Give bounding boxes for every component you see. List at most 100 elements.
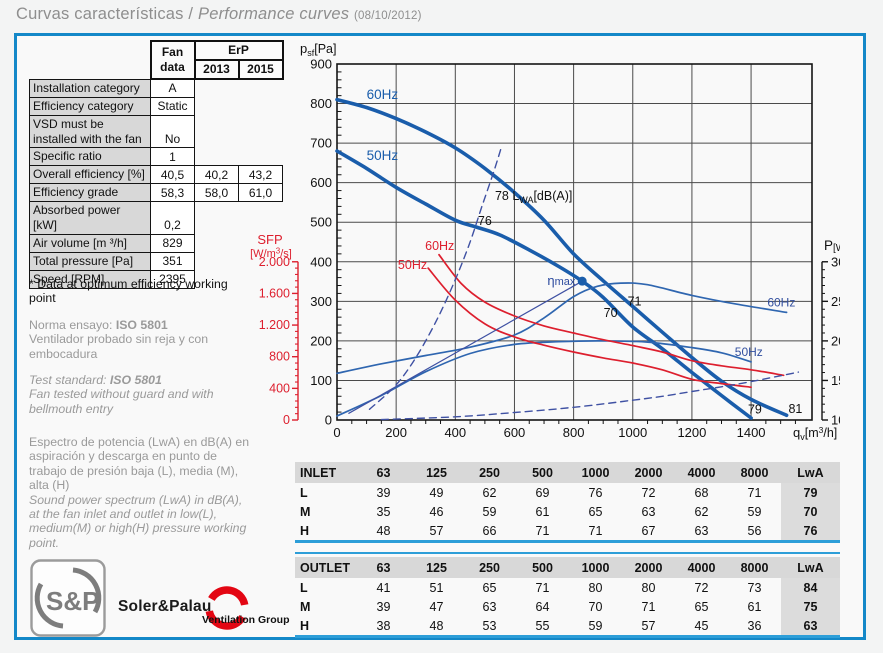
fan-row-value: 351 [150, 251, 195, 271]
fan-data-table: Fan data ErP 2013 2015 Installation cate… [29, 40, 284, 289]
inlet-spectrum-table: INLET 63 125 250 500 1000 2000 4000 8000 LwA L 39 49… [295, 462, 840, 543]
label-lwa-81: 81 [788, 402, 802, 416]
svg-text:800: 800 [563, 425, 585, 440]
fan-row-value: 40,5 [150, 165, 195, 185]
spectrum-value: 73 [747, 580, 762, 595]
fan-row-label: Overall efficiency [%] [29, 165, 151, 185]
row-label: M [300, 599, 311, 614]
curve-pressure-50hz [335, 149, 753, 420]
outlet-row: L 41 51 65 71 80 80 72 73 84 [295, 578, 840, 597]
spectrum-value: 46 [429, 504, 444, 519]
svg-text:600: 600 [310, 175, 332, 190]
label-lwa-79: 79 [748, 403, 762, 417]
fan-table-row: Efficiency category Static [29, 97, 283, 116]
spectrum-value: 49 [429, 485, 444, 500]
svg-text:150: 150 [831, 373, 840, 388]
spectrum-value: 67 [641, 523, 656, 538]
column-header: LwA [781, 462, 840, 483]
spectrum-value: 66 [482, 523, 497, 538]
outlet-row: M 39 47 63 64 70 71 65 61 75 [295, 597, 840, 616]
label-pressure-60hz: 60Hz [367, 87, 399, 102]
title-english: Performance curves [197, 5, 350, 23]
svg-text:900: 900 [310, 57, 332, 72]
fan-row-label: Absorbed power [kW] [29, 201, 151, 235]
svg-text:700: 700 [310, 136, 332, 151]
column-header: 8000 [728, 557, 781, 578]
label-power-60hz: 60Hz [767, 296, 795, 310]
label-sfp-60hz: 60Hz [425, 239, 454, 253]
note-norma: Norma ensayo: ISO 5801 Ventilador probad… [29, 318, 253, 361]
spacer-cell [195, 98, 239, 116]
curve-system-curve-low [380, 371, 800, 421]
column-header: 1000 [569, 462, 622, 483]
spectrum-value: 69 [535, 485, 550, 500]
erp-2013-header: 2013 [193, 59, 240, 80]
column-header: 63 [357, 557, 410, 578]
curve-power-60hz [336, 282, 788, 375]
swoosh-arc-top [208, 586, 249, 606]
fan-row-value: Static [150, 97, 195, 116]
column-header: 2000 [622, 557, 675, 578]
spacer-cell [30, 41, 151, 60]
x-axis-title: qv[m3/h] [793, 425, 837, 442]
spectrum-value: 48 [376, 523, 391, 538]
spectrum-value: 71 [588, 523, 603, 538]
logo-text: S&P [46, 586, 99, 616]
column-header: 1000 [569, 557, 622, 578]
spectrum-value: 65 [694, 599, 709, 614]
column-header: 500 [516, 557, 569, 578]
note-spectrum-es: Espectro de potencia (LwA) en dB(A) en a… [29, 435, 250, 493]
spectrum-value: 55 [535, 618, 550, 633]
svg-text:800: 800 [310, 96, 332, 111]
spectrum-value: 72 [694, 580, 709, 595]
svg-text:100: 100 [831, 413, 840, 428]
column-header: 63 [357, 462, 410, 483]
column-header: 8000 [728, 462, 781, 483]
spacer-cell [195, 202, 239, 234]
curve-sfp-60hz [438, 253, 785, 377]
curve-sfp-50hz [427, 267, 752, 389]
logo-arc-left [34, 582, 64, 629]
erp-2015-header: 2015 [237, 59, 284, 80]
fan-table-row: Air volume [m ³/h] 829 [29, 233, 283, 253]
spacer-cell [195, 234, 239, 252]
sp-logo: S&P [30, 559, 106, 637]
erp-header: ErP [193, 40, 284, 61]
fan-table-row: Speed [RPM] 2395 [29, 269, 283, 289]
label-eta-max: ηmax [547, 273, 576, 288]
fan-row-label: Speed [RPM] [29, 269, 151, 289]
svg-text:250: 250 [831, 294, 840, 309]
page-title: Curvas características / Performance cur… [16, 5, 422, 24]
svg-text:1.200: 1.200 [259, 318, 290, 332]
spectrum-value: 65 [482, 580, 497, 595]
column-header: 125 [410, 462, 463, 483]
row-label: M [300, 504, 311, 519]
column-header: INLET [295, 462, 357, 483]
spectrum-value: 84 [781, 578, 840, 597]
spectrum-value: 39 [376, 485, 391, 500]
fan-row-label: VSD must be installed with the fan [29, 114, 151, 149]
svg-text:400: 400 [444, 425, 466, 440]
spectrum-value: 59 [482, 504, 497, 519]
spacer-cell [195, 148, 239, 166]
svg-text:400: 400 [269, 381, 290, 395]
fan-table-row: Efficiency grade 58,3 58,0 61,0 [29, 183, 283, 203]
curve-eta-max-line [348, 280, 583, 414]
fan-table-row: VSD must be installed with the fan No [29, 114, 283, 149]
logo-arc-right [72, 567, 102, 614]
inlet-row: H 48 57 66 71 71 67 63 56 76 [295, 521, 840, 542]
svg-text:200: 200 [310, 333, 332, 348]
spacer-cell [30, 60, 151, 79]
spectrum-value: 80 [641, 580, 656, 595]
note-test-label: Test standard: [29, 372, 110, 387]
outlet-spectrum-table: OUTLET 63 125 250 500 1000 2000 4000 8000 LwA L 41 5… [295, 557, 840, 638]
fan-row-value: 829 [150, 233, 195, 253]
fan-table-row: Specific ratio 1 [29, 147, 283, 167]
spectrum-value: 70 [781, 502, 840, 521]
spectrum-value: 63 [641, 504, 656, 519]
label-lwa-78: 78 LWA[dB(A)] [495, 189, 572, 205]
spectrum-value: 48 [429, 618, 444, 633]
spectrum-value: 68 [694, 485, 709, 500]
spectrum-value: 38 [376, 618, 391, 633]
